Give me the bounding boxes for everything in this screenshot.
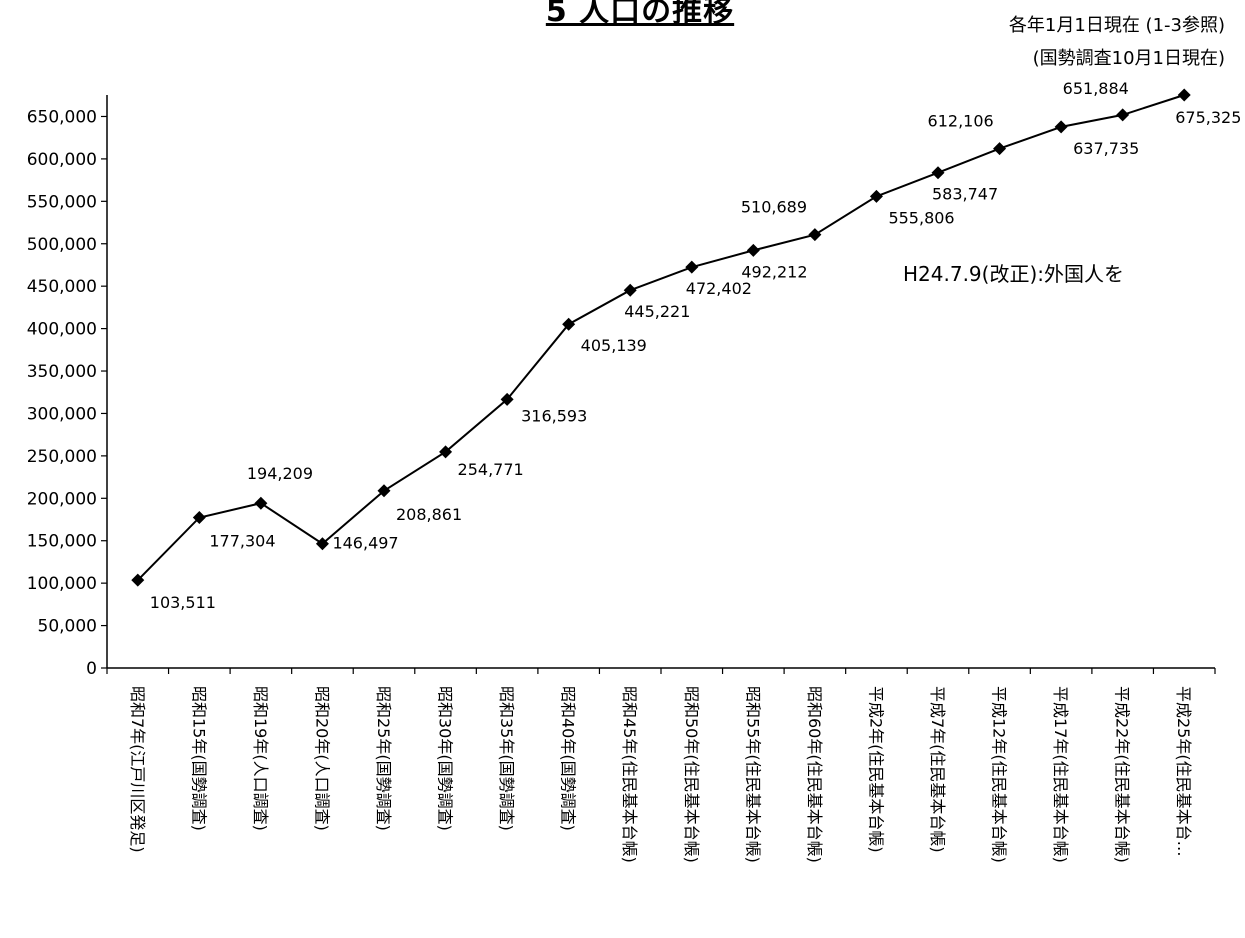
y-tick-label: 600,000 xyxy=(27,150,97,170)
data-label: 675,325 xyxy=(1175,108,1241,127)
y-tick-label: 300,000 xyxy=(27,404,97,424)
data-label: 492,212 xyxy=(741,262,807,281)
data-label: 254,771 xyxy=(458,460,524,479)
x-category-label: 平成7年(住民基本台帳) xyxy=(928,686,947,853)
data-label: 510,689 xyxy=(741,198,807,217)
data-label: 583,747 xyxy=(932,185,998,204)
y-tick-label: 550,000 xyxy=(27,192,97,212)
data-point-marker xyxy=(869,189,883,203)
data-point-marker xyxy=(931,166,945,180)
y-tick-label: 100,000 xyxy=(27,574,97,594)
data-label: 555,806 xyxy=(888,208,954,227)
x-category-label: 昭和15年(国勢調査) xyxy=(189,686,208,831)
x-category-label: 平成12年(住民基本台帳) xyxy=(990,686,1009,863)
data-label: 177,304 xyxy=(209,532,275,551)
data-point-marker xyxy=(685,260,699,274)
data-point-marker xyxy=(315,537,329,551)
data-point-marker xyxy=(746,243,760,257)
data-point-marker xyxy=(1054,120,1068,134)
x-category-label: 昭和19年(人口調査) xyxy=(251,686,270,831)
data-point-marker xyxy=(131,573,145,587)
data-label: 651,884 xyxy=(1063,79,1129,98)
x-category-label: 平成22年(住民基本台帳) xyxy=(1113,686,1132,863)
y-tick-label: 150,000 xyxy=(27,532,97,552)
y-tick-label: 500,000 xyxy=(27,235,97,255)
chart-title: 5 人口の推移 xyxy=(545,0,735,29)
data-point-marker xyxy=(1177,88,1191,102)
x-category-label: 昭和40年(国勢調査) xyxy=(559,686,578,831)
data-label: 472,402 xyxy=(686,279,752,298)
x-category-label: 平成2年(住民基本台帳) xyxy=(866,686,885,853)
x-category-label: 昭和50年(住民基本台帳) xyxy=(682,686,701,863)
data-point-marker xyxy=(562,317,576,331)
y-tick-label: 0 xyxy=(86,659,97,679)
data-point-marker xyxy=(808,228,822,242)
data-point-marker xyxy=(192,511,206,525)
y-tick-label: 400,000 xyxy=(27,320,97,340)
data-label: 612,106 xyxy=(928,112,994,131)
data-point-marker xyxy=(623,283,637,297)
x-category-label: 昭和45年(住民基本台帳) xyxy=(620,686,639,863)
x-category-label: 昭和20年(人口調査) xyxy=(312,686,331,831)
data-point-marker xyxy=(254,496,268,510)
data-point-marker xyxy=(500,392,514,406)
data-label: 316,593 xyxy=(521,406,587,425)
x-category-label: 昭和55年(住民基本台帳) xyxy=(743,686,762,863)
data-label: 103,511 xyxy=(150,593,216,612)
census-note: (国勢調査10月1日現在) xyxy=(1032,48,1225,69)
y-tick-label: 650,000 xyxy=(27,107,97,127)
data-point-marker xyxy=(1116,108,1130,122)
data-label: 208,861 xyxy=(396,505,462,524)
y-tick-label: 250,000 xyxy=(27,447,97,467)
annotation-note: H24.7.9(改正):外国人を xyxy=(903,262,1124,286)
data-point-marker xyxy=(993,142,1007,156)
y-tick-label: 450,000 xyxy=(27,277,97,297)
x-category-label: 平成17年(住民基本台帳) xyxy=(1051,686,1070,863)
data-label: 146,497 xyxy=(332,534,398,553)
x-category-label: 平成25年(住民基本台… xyxy=(1174,686,1193,857)
y-tick-label: 350,000 xyxy=(27,362,97,382)
y-tick-label: 50,000 xyxy=(38,617,97,637)
population-series-line xyxy=(137,94,1185,581)
data-point-marker xyxy=(377,484,391,498)
data-label: 194,209 xyxy=(247,464,313,483)
data-label: 405,139 xyxy=(581,336,647,355)
x-category-label: 昭和7年(江戸川区発足) xyxy=(128,686,147,853)
date-note: 各年1月1日現在 (1-3参照) xyxy=(1008,15,1225,36)
data-label: 445,221 xyxy=(624,302,690,321)
x-category-label: 昭和25年(国勢調査) xyxy=(374,686,393,831)
x-category-label: 昭和30年(国勢調査) xyxy=(436,686,455,831)
y-tick-label: 200,000 xyxy=(27,489,97,509)
data-label: 637,735 xyxy=(1073,139,1139,158)
x-category-label: 昭和60年(住民基本台帳) xyxy=(805,686,824,863)
data-point-marker xyxy=(439,445,453,459)
x-category-label: 昭和35年(国勢調査) xyxy=(497,686,516,831)
